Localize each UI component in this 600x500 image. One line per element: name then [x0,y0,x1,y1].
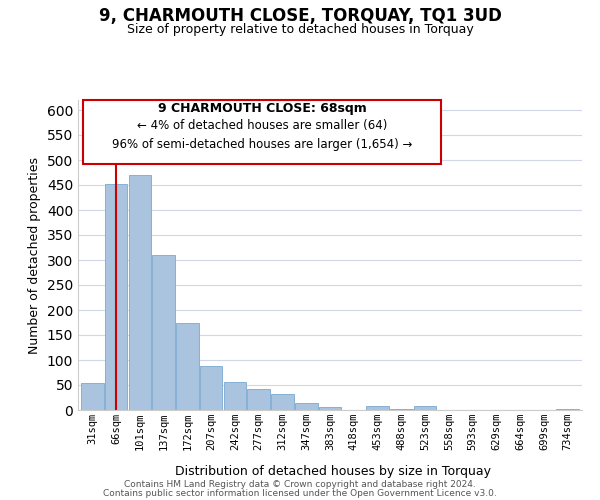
Bar [81,382,104,410]
Bar [319,406,341,410]
Text: Size of property relative to detached houses in Torquay: Size of property relative to detached ho… [127,22,473,36]
Bar [224,382,246,410]
Bar [295,402,317,410]
Bar [200,366,223,410]
Bar [414,406,436,410]
Text: Contains HM Land Registry data © Crown copyright and database right 2024.: Contains HM Land Registry data © Crown c… [124,480,476,489]
Bar [152,255,175,410]
Bar [128,175,151,410]
Bar [105,184,127,410]
Bar [390,409,413,410]
Text: Contains public sector information licensed under the Open Government Licence v3: Contains public sector information licen… [103,488,497,498]
Text: 96% of semi-detached houses are larger (1,654) →: 96% of semi-detached houses are larger (… [112,138,412,151]
Bar [271,394,294,410]
Text: ← 4% of detached houses are smaller (64): ← 4% of detached houses are smaller (64) [137,118,387,132]
Bar [176,322,199,410]
Bar [366,406,389,410]
Bar [247,389,270,410]
Text: Distribution of detached houses by size in Torquay: Distribution of detached houses by size … [175,464,491,477]
FancyBboxPatch shape [83,100,441,164]
Text: 9 CHARMOUTH CLOSE: 68sqm: 9 CHARMOUTH CLOSE: 68sqm [158,102,367,114]
Text: 9, CHARMOUTH CLOSE, TORQUAY, TQ1 3UD: 9, CHARMOUTH CLOSE, TORQUAY, TQ1 3UD [98,8,502,26]
Bar [556,409,579,410]
Y-axis label: Number of detached properties: Number of detached properties [28,156,41,354]
